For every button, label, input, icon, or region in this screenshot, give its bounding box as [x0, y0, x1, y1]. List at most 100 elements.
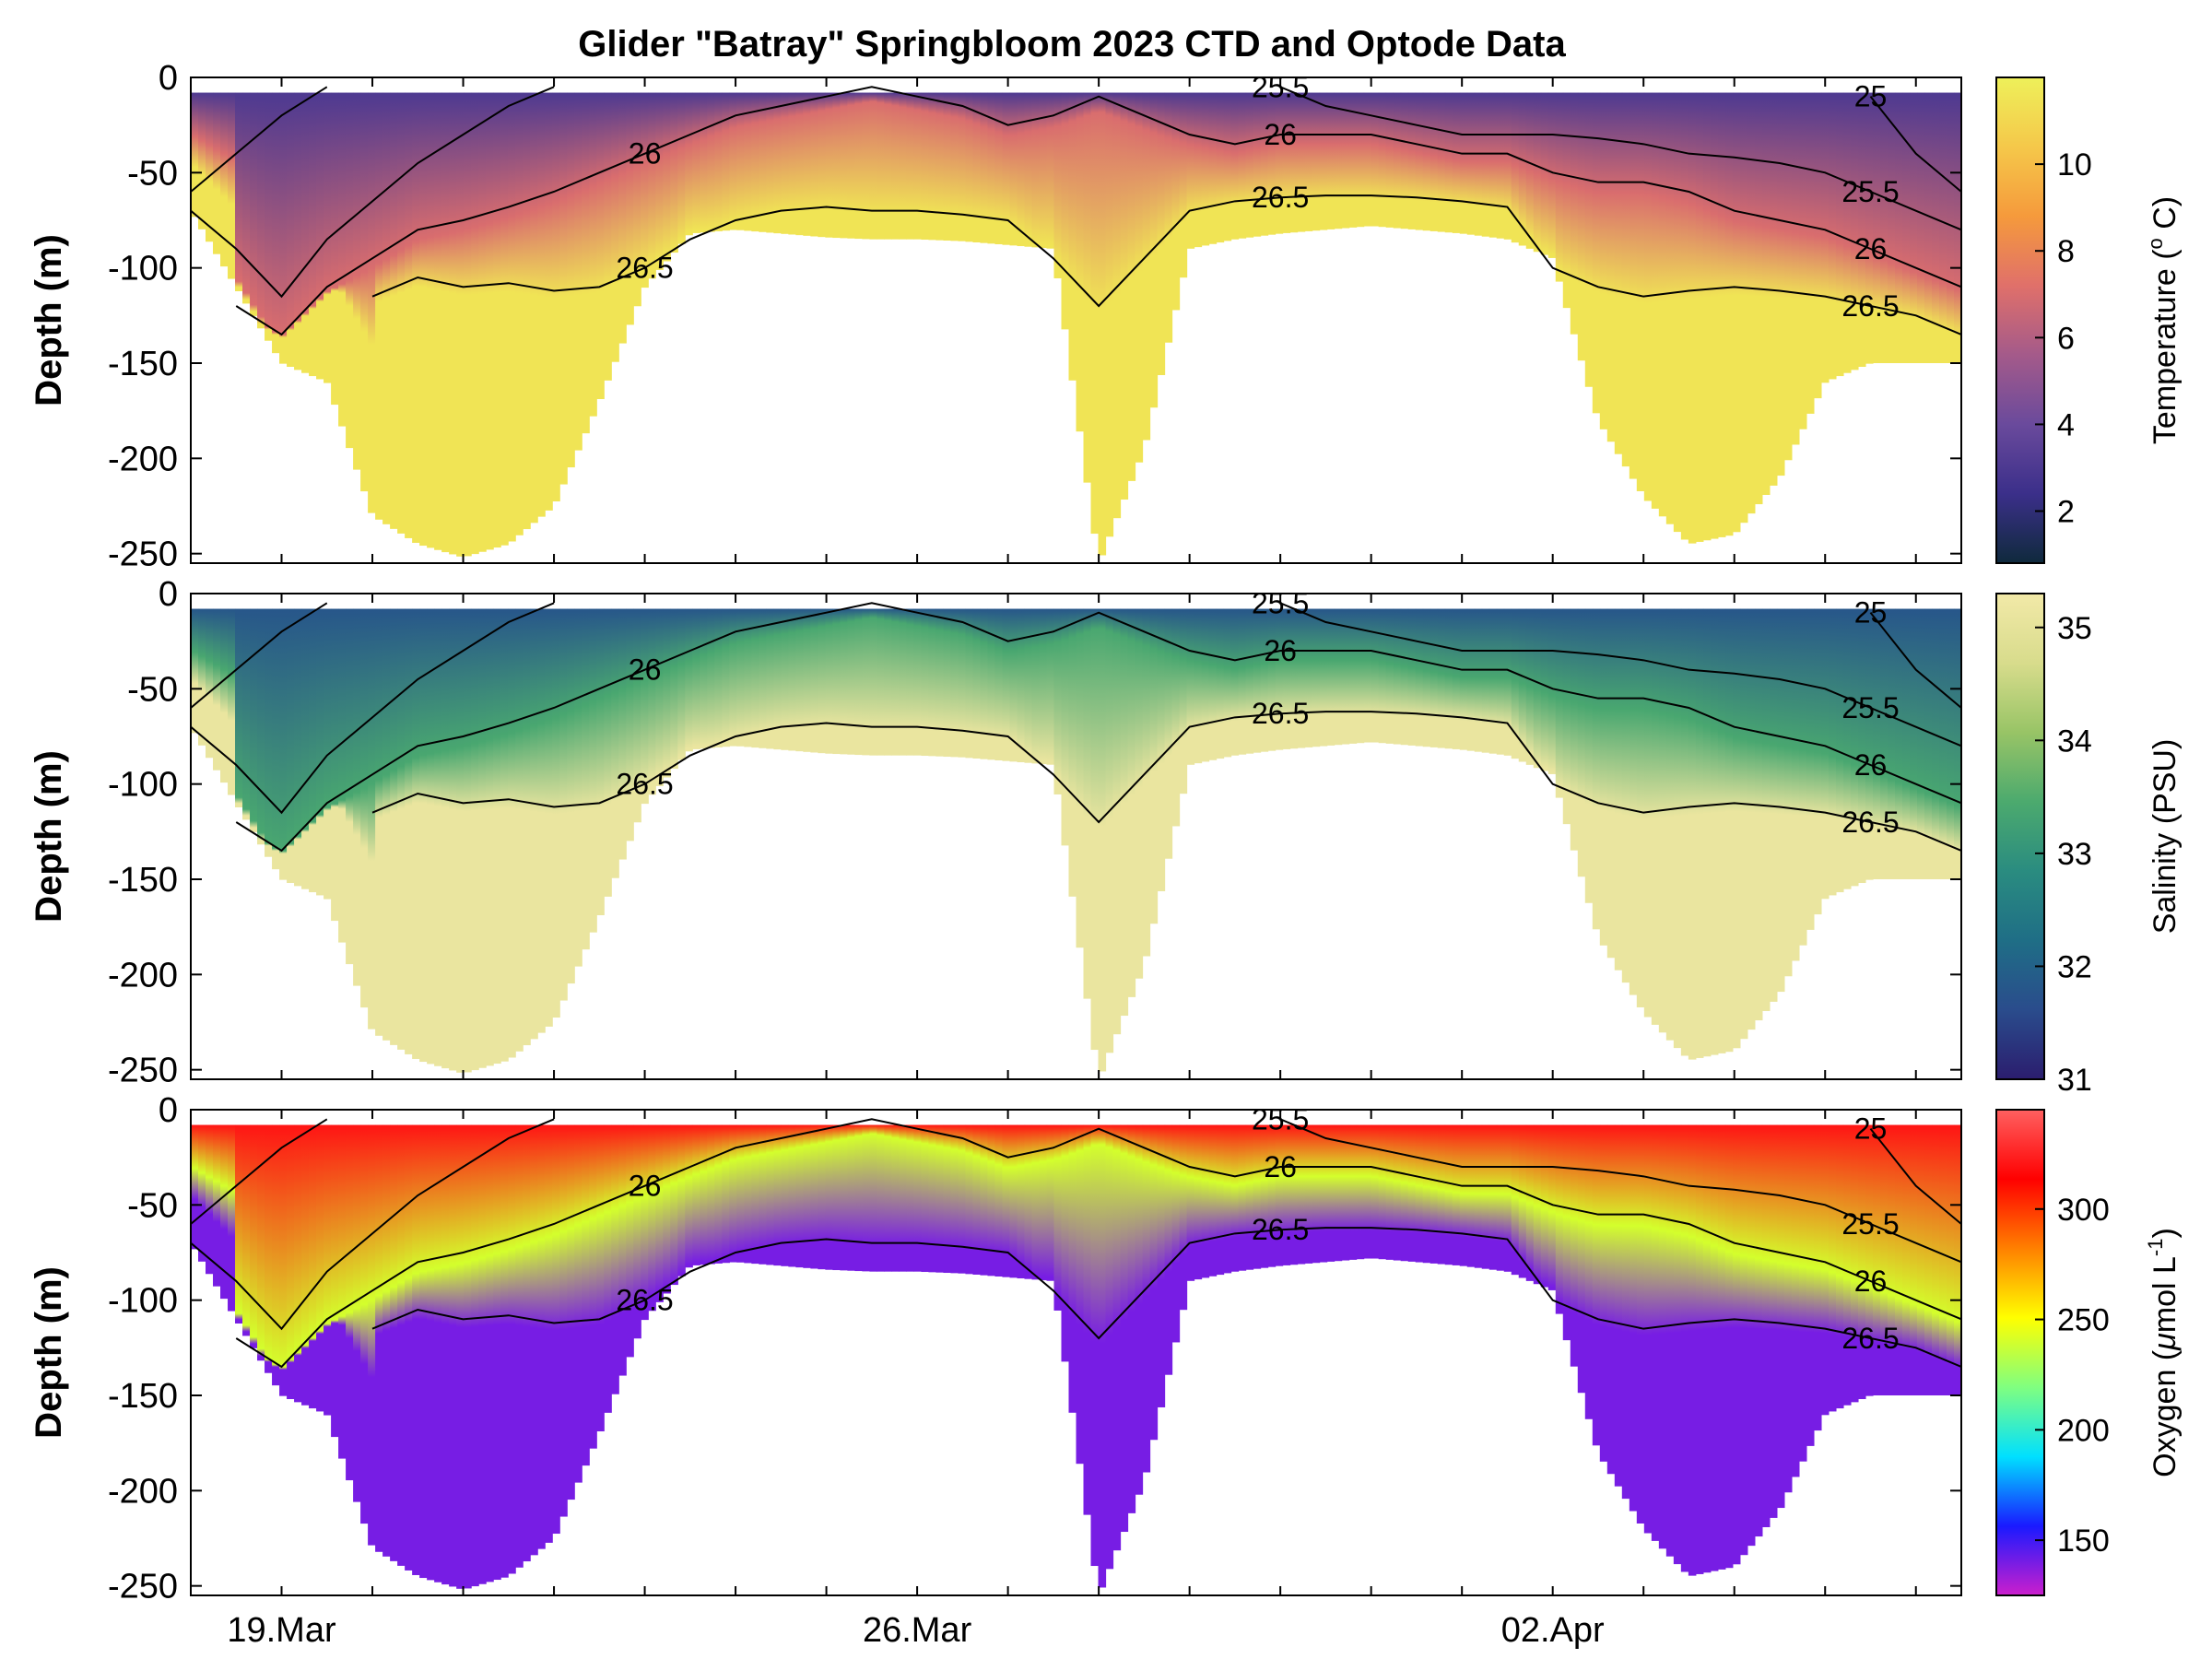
- heatmap-column: [301, 608, 310, 889]
- heatmap-column: [1562, 1124, 1571, 1341]
- heatmap-column: [1149, 608, 1159, 924]
- heatmap-column: [1039, 92, 1048, 249]
- heatmap-column: [1260, 608, 1269, 752]
- heatmap-column: [382, 608, 391, 1041]
- heatmap-column: [449, 92, 457, 555]
- heatmap-column: [1017, 608, 1026, 763]
- heatmap-column: [1319, 1124, 1328, 1263]
- heatmap-column: [862, 1124, 870, 1272]
- heatmap-column: [759, 608, 767, 748]
- heatmap-column: [338, 608, 347, 943]
- heatmap-column: [1009, 608, 1018, 762]
- heatmap-column: [832, 608, 841, 755]
- heatmap-column: [1319, 92, 1328, 230]
- heatmap-column: [1024, 608, 1033, 763]
- heatmap-column: [1555, 608, 1564, 798]
- heatmap-column: [1430, 608, 1439, 747]
- heatmap-column: [1275, 1124, 1284, 1266]
- heatmap-column: [847, 1124, 855, 1271]
- heatmap-column: [1076, 92, 1085, 432]
- heatmap-column: [854, 92, 863, 240]
- isopycnal-label: 25: [1854, 80, 1888, 113]
- heatmap-column: [1157, 608, 1166, 891]
- heatmap-column: [980, 92, 989, 243]
- heatmap-column: [434, 92, 442, 550]
- heatmap-column: [1341, 1124, 1350, 1261]
- heatmap-column: [478, 92, 487, 552]
- heatmap-column: [1120, 1124, 1129, 1533]
- heatmap-column: [1511, 92, 1520, 243]
- heatmap-column: [390, 1124, 398, 1561]
- heatmap-column: [559, 1124, 568, 1517]
- heatmap-column: [1282, 608, 1291, 749]
- heatmap-column: [1938, 1124, 1947, 1395]
- heatmap-column: [331, 608, 339, 922]
- heatmap-column: [1230, 92, 1240, 240]
- heatmap-column: [1599, 92, 1608, 429]
- y-tick-label: -100: [108, 250, 178, 288]
- heatmap-column: [1319, 608, 1328, 747]
- heatmap-column: [1717, 608, 1726, 1053]
- heatmap-column: [1916, 608, 1925, 879]
- heatmap-column: [375, 1124, 383, 1552]
- heatmap-column: [500, 1124, 509, 1578]
- figure-title: Glider "Batray" Springbloom 2023 CTD and…: [578, 24, 1566, 65]
- heatmap-column: [1090, 608, 1100, 1051]
- heatmap-column: [441, 608, 450, 1069]
- heatmap-column: [1570, 92, 1579, 335]
- heatmap-column: [1783, 608, 1793, 977]
- heatmap-column: [235, 92, 243, 291]
- heatmap-column: [1901, 92, 1911, 364]
- isopycnal-label: 26.5: [616, 768, 673, 801]
- heatmap-column: [1142, 92, 1151, 441]
- x-tick-label: 02.Apr: [1501, 1611, 1605, 1650]
- heatmap-column: [626, 608, 634, 841]
- heatmap-column: [1946, 1124, 1955, 1395]
- heatmap-column: [604, 92, 612, 381]
- heatmap-column: [1326, 92, 1335, 229]
- heatmap-column: [1865, 1124, 1874, 1396]
- heatmap-column: [1002, 1124, 1011, 1277]
- heatmap-column: [1245, 1124, 1254, 1270]
- heatmap-column: [250, 92, 258, 316]
- isopycnal-25.5: [1279, 1118, 1961, 1264]
- panel-salinity: 25 25.5 25.5 26 26 26 26.5 26.5 26.5 0 -50 -100 -150…: [29, 575, 2183, 1098]
- heatmap-column: [1857, 608, 1866, 884]
- heatmap-column: [1312, 608, 1321, 747]
- heatmap-column: [1393, 92, 1402, 229]
- heatmap-column: [412, 1124, 420, 1575]
- heatmap-column: [1444, 92, 1453, 233]
- heatmap-column: [257, 92, 265, 329]
- heatmap-column: [1665, 608, 1675, 1041]
- y-tick-label: -200: [108, 956, 178, 994]
- heatmap-column: [1201, 92, 1210, 246]
- heatmap-column: [1673, 1124, 1682, 1565]
- heatmap-column: [714, 608, 723, 747]
- isopycnal-label: 26: [629, 1170, 662, 1203]
- heatmap-column: [884, 92, 892, 240]
- heatmap-column: [1783, 92, 1793, 461]
- heatmap-column: [523, 92, 531, 530]
- heatmap-column: [1415, 1124, 1424, 1263]
- heatmap-column: [795, 1124, 804, 1268]
- heatmap-column: [589, 92, 597, 417]
- heatmap-column: [1747, 92, 1756, 514]
- heatmap-column: [1407, 92, 1417, 229]
- heatmap-column: [655, 92, 664, 270]
- heatmap-column: [1385, 608, 1394, 744]
- heatmap-column: [1090, 1124, 1100, 1567]
- heatmap-column: [700, 1124, 708, 1265]
- heatmap-column: [663, 608, 671, 778]
- heatmap-column: [1061, 92, 1070, 330]
- heatmap-column: [1031, 92, 1041, 248]
- heatmap-column: [1127, 1124, 1136, 1513]
- isopycnal-26: [235, 602, 1961, 853]
- heatmap-column: [869, 92, 877, 240]
- y-tick-label: -250: [108, 1052, 178, 1090]
- heatmap-column: [611, 92, 619, 362]
- heatmap-column: [766, 1124, 774, 1265]
- heatmap-column: [1179, 608, 1188, 794]
- heatmap-column: [611, 608, 619, 878]
- heatmap-column: [655, 1124, 664, 1302]
- isopycnal-label: 25.5: [1841, 175, 1899, 208]
